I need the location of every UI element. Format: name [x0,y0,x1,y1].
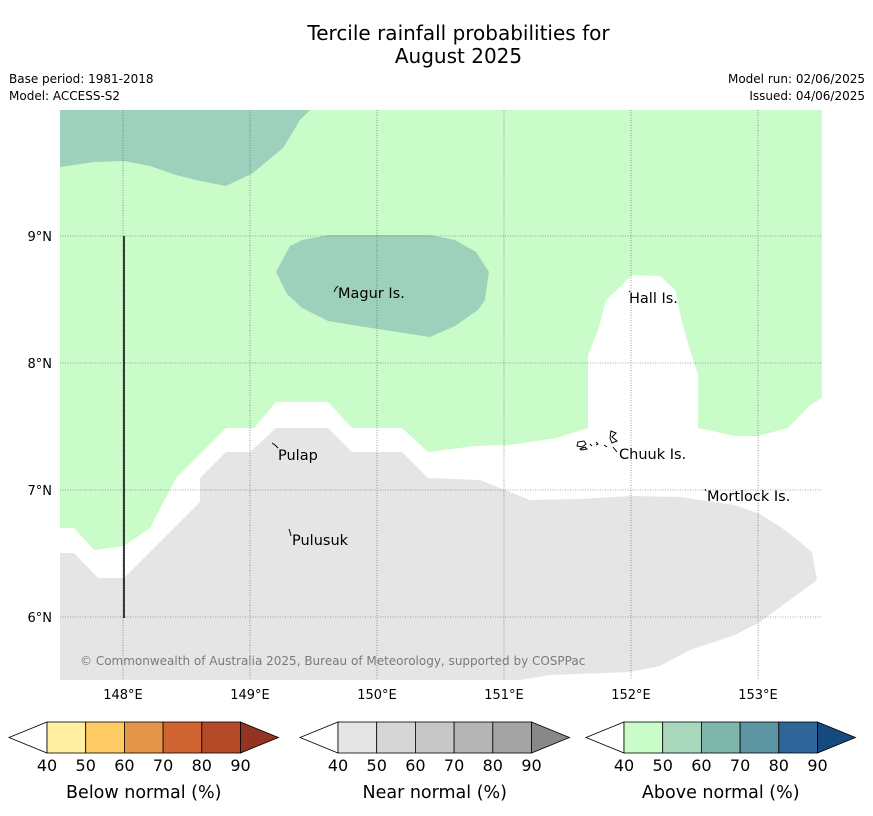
colorbar-below-normal-tick: 50 [76,756,96,775]
colorbar-near-normal-tick: 50 [367,756,387,775]
copyright-notice: © Commonwealth of Australia 2025, Bureau… [80,654,585,668]
colorbar-below-normal-segment [162,721,203,754]
lon-tick-149: 149°E [230,688,270,703]
islands [271,285,707,537]
colorbar-below-normal-tick: 80 [192,756,212,775]
colorbar-above-normal-segment [739,721,780,754]
lon-tick-151: 151°E [484,688,524,703]
colorbar-above-normal: 40 50 60 70 80 90 Above normal (%) [584,721,857,803]
model-run: Model run: 02/06/2025 [727,72,865,86]
meta-left: Base period: 1981-2018 Model: ACCESS-S2 [9,71,154,105]
colorbar-above-normal-segment [778,721,818,754]
island-chuuk [576,430,618,453]
colorbar-above-normal-tick: 70 [730,756,750,775]
lat-tick-9: 9°N [28,230,53,245]
colorbar-near-normal-under [298,721,339,754]
region-above-normal-50-60-nw [60,110,310,186]
colorbar-near-normal-tick: 70 [444,756,464,775]
lat-tick-7: 7°N [28,484,53,499]
colorbar-above-normal-under [584,721,625,754]
colorbar-below-normal-segment [46,721,87,754]
legends: 40 50 60 70 80 90 Below normal (%) 40 50 60 70 80 90… [7,721,857,803]
axis-labels: 148°E 149°E 150°E 151°E 152°E 153°E 9°N … [28,230,778,703]
colorbar-above-normal-tick: 90 [807,756,827,775]
colorbar-below-normal-tick: 90 [230,756,250,775]
place-label-chuuk: Chuuk Is. [619,447,686,463]
colorbar-near-normal-segment [376,721,416,754]
gridlines [60,110,822,680]
island-magur [333,285,339,293]
lon-tick-150: 150°E [357,688,397,703]
colorbar-above-normal-segment [662,721,702,754]
colorbar-above-normal-title: Above normal (%) [642,783,800,803]
colorbar-below-normal-tick: 40 [37,756,57,775]
lon-tick-148: 148°E [103,688,143,703]
colorbar-near-normal-tick: 80 [483,756,503,775]
colorbar-below-normal-tick: 60 [114,756,134,775]
lon-tick-152: 152°E [611,688,651,703]
colorbar-below-normal-segment [124,721,164,754]
colorbar-above-normal-over [817,721,857,754]
map-area: Magur Is. Hall Is. Pulap Chuuk Is. Mortl… [60,110,822,680]
colorbar-near-normal-tick: 40 [328,756,348,775]
place-label-pulusuk: Pulusuk [292,533,349,549]
lat-tick-6: 6°N [28,611,53,626]
place-label-magur: Magur Is. [338,286,405,302]
colorbar-near-normal-tick: 90 [521,756,541,775]
colorbar-above-normal-tick: 40 [614,756,634,775]
colorbar-near-normal-over [531,721,571,754]
colorbar-below-normal-segment [201,721,241,754]
island-hall [628,290,631,293]
colorbar-above-normal-tick: 60 [691,756,711,775]
place-label-hall: Hall Is. [629,291,678,307]
colorbar-above-normal-segment [623,721,664,754]
title-line-2: August 2025 [394,44,523,68]
place-labels: Magur Is. Hall Is. Pulap Chuuk Is. Mortl… [278,286,790,549]
colorbar-above-normal-tick: 80 [769,756,789,775]
colorbar-above-normal-tick: 50 [653,756,673,775]
map-title: Tercile rainfall probabilities for Augus… [0,22,873,68]
place-label-pulap: Pulap [278,448,318,464]
island-pulusuk [288,528,292,537]
lat-tick-8: 8°N [28,357,53,372]
colorbar-below-normal-under [7,721,48,754]
colorbar-near-normal: 40 50 60 70 80 90 Near normal (%) [298,721,571,803]
colorbar-near-normal-segment [453,721,494,754]
lon-tick-153: 153°E [738,688,778,703]
colorbar-below-normal: 40 50 60 70 80 90 Below normal (%) [7,721,280,803]
colorbar-near-normal-segment [337,721,378,754]
colorbar-above-normal-segment [701,721,741,754]
colorbar-near-normal-segment [492,721,532,754]
colorbar-below-normal-tick: 70 [153,756,173,775]
colorbar-below-normal-over [240,721,280,754]
colorbar-near-normal-tick: 60 [405,756,425,775]
region-above-normal-50-60-magur [276,235,489,337]
colorbar-below-normal-title: Below normal (%) [66,783,221,803]
issued-date: Issued: 04/06/2025 [749,89,865,103]
title-line-1: Tercile rainfall probabilities for [307,21,610,45]
meta-right: Model run: 02/06/2025 Issued: 04/06/2025 [728,71,865,105]
base-period: Base period: 1981-2018 [9,72,154,86]
island-pulap [271,442,279,449]
colorbar-near-normal-segment [414,721,455,754]
place-label-mortlock: Mortlock Is. [707,489,790,505]
colorbar-near-normal-title: Near normal (%) [362,783,507,803]
model-name: Model: ACCESS-S2 [9,89,121,103]
island-mortlock [704,488,707,492]
colorbar-below-normal-segment [85,721,125,754]
